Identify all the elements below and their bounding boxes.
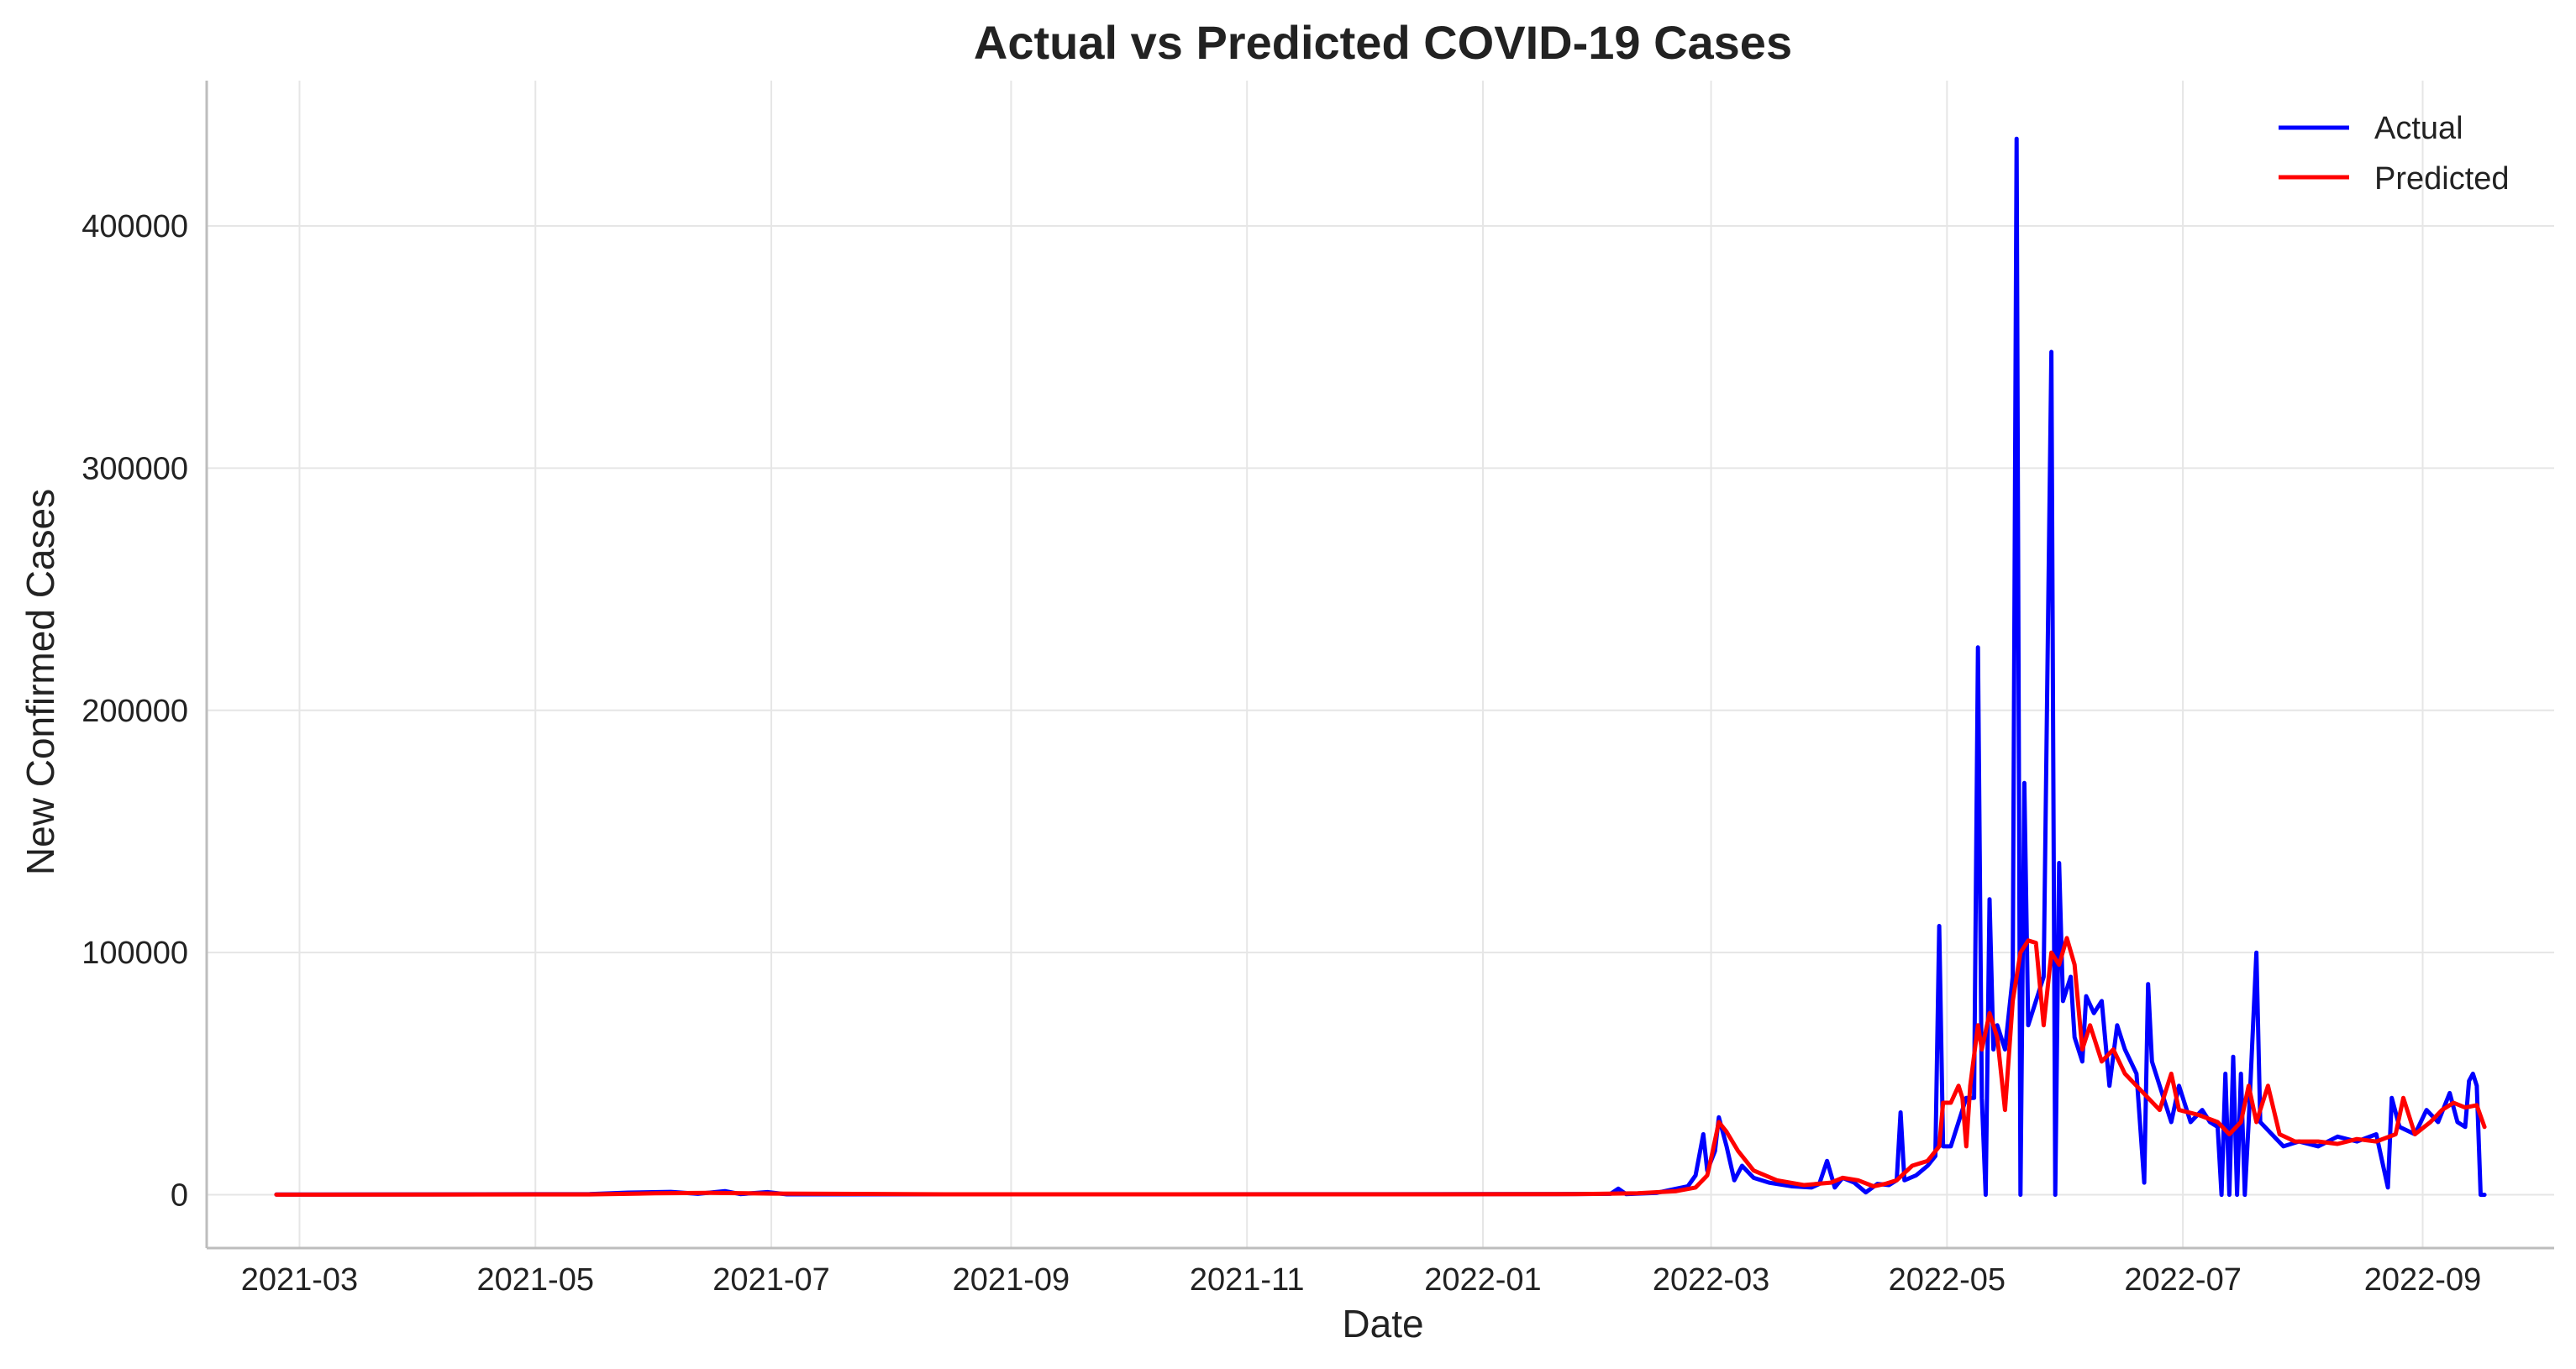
y-tick-label: 200000: [81, 694, 188, 729]
legend: Actual Predicted: [2279, 111, 2510, 197]
x-tick-label: 2022-03: [1653, 1262, 1769, 1298]
x-tick-label: 2022-09: [2364, 1262, 2481, 1298]
x-tick-label: 2021-05: [477, 1262, 594, 1298]
axes: [205, 81, 2554, 1250]
chart-title: Actual vs Predicted COVID-19 Cases: [974, 16, 1792, 69]
x-tick-label: 2021-11: [1190, 1262, 1305, 1298]
legend-label-actual: Actual: [2374, 111, 2463, 146]
series-line-actual: [274, 136, 2487, 1198]
tick-labels: 0 100000 200000 300000 400000 2021-03 2021-05 2…: [81, 209, 2481, 1298]
y-tick-label: 300000: [81, 451, 188, 486]
legend-label-predicted: Predicted: [2374, 161, 2510, 197]
x-tick-label: 2021-09: [953, 1262, 1070, 1298]
x-axis-label: Date: [1342, 1302, 1423, 1345]
x-tick-label: 2022-01: [1424, 1262, 1541, 1298]
series-line-predicted: [274, 936, 2487, 1197]
y-axis-label: New Confirmed Cases: [18, 489, 62, 875]
y-tick-label: 100000: [81, 936, 188, 971]
x-tick-label: 2021-03: [241, 1262, 358, 1298]
gridlines: [207, 81, 2554, 1248]
x-tick-label: 2022-05: [1889, 1262, 2006, 1298]
y-tick-label: 400000: [81, 209, 188, 244]
x-tick-label: 2021-07: [712, 1262, 829, 1298]
y-tick-label: 0: [171, 1178, 188, 1214]
series-group: [274, 136, 2487, 1198]
x-tick-label: 2022-07: [2124, 1262, 2241, 1298]
